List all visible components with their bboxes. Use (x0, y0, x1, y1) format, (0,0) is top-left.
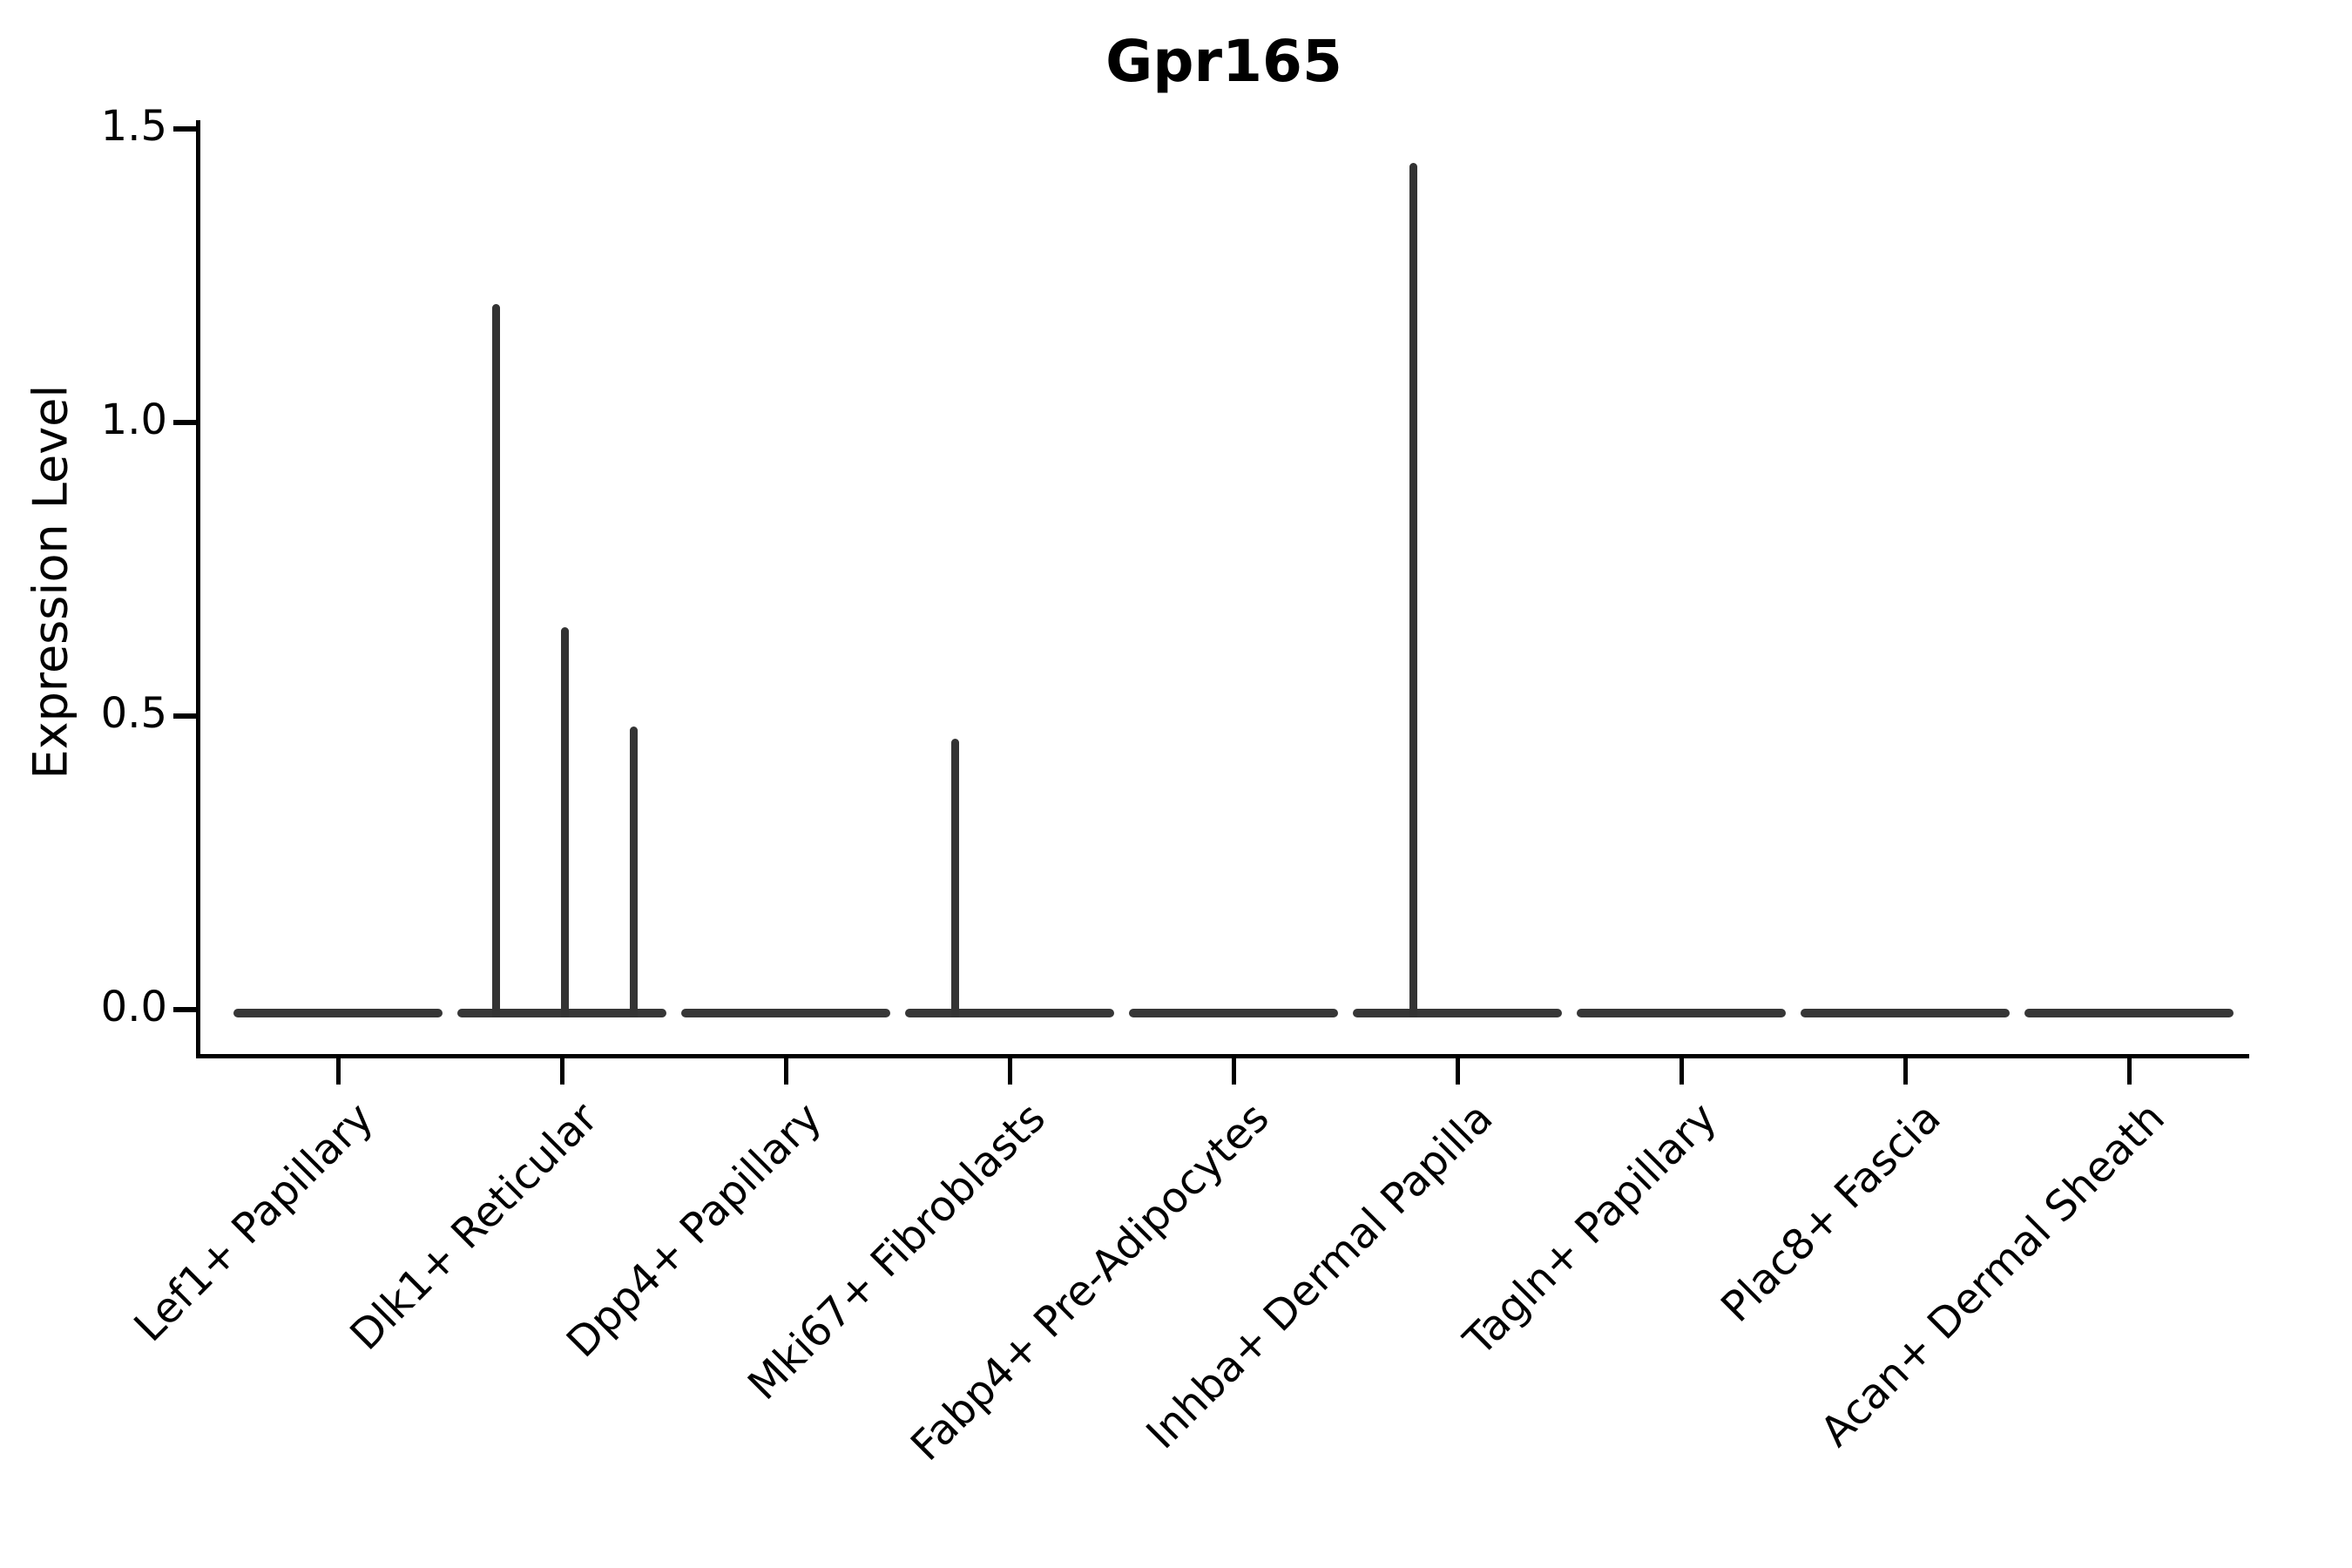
x-tick-label: Lef1+ Papillary (125, 1093, 383, 1352)
x-tick-mark (2127, 1058, 2132, 1085)
x-tick-mark (560, 1058, 564, 1085)
violin-spike (630, 727, 638, 1017)
x-tick-mark (336, 1058, 341, 1085)
x-tick-label: Tagln+ Papillary (1455, 1093, 1727, 1365)
violin-body (1129, 1009, 1338, 1017)
x-tick-mark (1456, 1058, 1460, 1085)
violin-body (681, 1009, 890, 1017)
y-axis-line (196, 120, 200, 1058)
x-tick-mark (1680, 1058, 1684, 1085)
x-tick-mark (1903, 1058, 1908, 1085)
x-tick-label: Plac8+ Fascia (1712, 1093, 1950, 1332)
violin-spike (561, 626, 569, 1017)
y-tick-mark (173, 713, 196, 719)
plot-title: Gpr165 (1105, 28, 1342, 95)
y-tick-mark (173, 1007, 196, 1012)
violin-spike (951, 738, 959, 1017)
violin-body (233, 1009, 443, 1017)
x-axis-line (196, 1054, 2249, 1058)
violin-body (1577, 1009, 1786, 1017)
violin-spike (1409, 163, 1417, 1017)
x-tick-mark (1008, 1058, 1012, 1085)
x-tick-label: Fabp4+ Pre-Adipocytes (902, 1093, 1279, 1470)
x-tick-label: Dlk1+ Reticular (341, 1093, 607, 1360)
violin-body (2024, 1009, 2234, 1017)
violin-body (905, 1009, 1114, 1017)
y-tick-label: 1.5 (100, 102, 167, 151)
x-tick-mark (784, 1058, 788, 1085)
violin-spike (492, 304, 500, 1017)
y-tick-label: 1.0 (100, 395, 167, 444)
y-tick-mark (173, 420, 196, 425)
violin-body (1353, 1009, 1562, 1017)
y-tick-label: 0.0 (100, 983, 167, 1031)
violin-body (1801, 1009, 2010, 1017)
y-tick-mark (173, 126, 196, 132)
x-tick-mark (1232, 1058, 1236, 1085)
y-tick-label: 0.5 (100, 689, 167, 738)
